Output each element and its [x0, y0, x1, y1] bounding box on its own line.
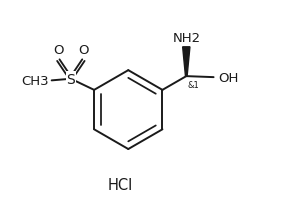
- Text: O: O: [53, 43, 64, 57]
- Text: &1: &1: [188, 80, 200, 89]
- Text: CH3: CH3: [22, 74, 49, 88]
- Text: HCl: HCl: [108, 177, 133, 192]
- Text: OH: OH: [219, 71, 239, 84]
- Polygon shape: [183, 48, 190, 77]
- Text: S: S: [67, 72, 75, 86]
- Text: NH2: NH2: [173, 32, 201, 45]
- Text: O: O: [78, 43, 89, 57]
